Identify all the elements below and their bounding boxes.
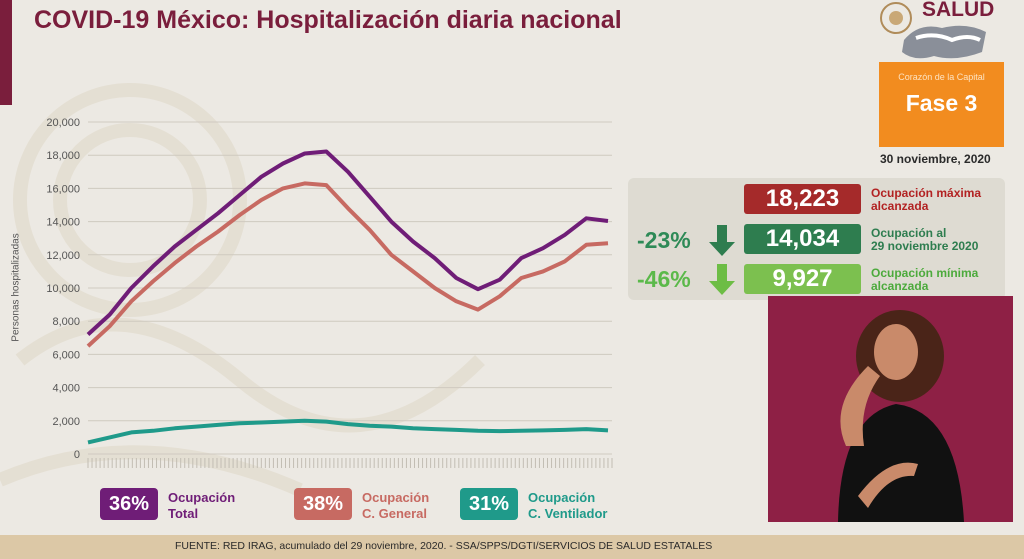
legend-label-1: Ocupación Total [168,490,236,521]
salud-logo-text: SALUD [922,0,995,21]
y-tick-label: 0 [74,449,80,461]
current-occupancy-label: Ocupación al 29 noviembre 2020 [871,226,979,253]
accent-bar [0,0,12,105]
y-tick-label: 4,000 [52,383,80,395]
y-tick-label: 16,000 [46,183,80,195]
legend-pct-3: 31% [460,488,518,520]
page-title: COVID-19 México: Hospitalización diaria … [34,6,622,34]
min-occupancy-value: 9,927 [744,264,861,294]
sign-language-interpreter-video [768,296,1013,522]
legend-label-3: Ocupación C. Ventilador [528,490,608,521]
series-line-3 [87,418,609,445]
y-tick-label: 8,000 [52,316,80,328]
footer-bar [0,535,1024,559]
city-tagline: Corazón de la Capital [898,72,985,82]
hospitalization-chart: 0 2,000 4,000 6,000 8,000 10,000 12,000 14,000 1… [46,117,613,468]
fase-badge: Corazón de la Capital Fase 3 [879,62,1004,147]
y-tick-label: 6,000 [52,349,80,361]
y-tick-label: 2,000 [52,416,80,428]
report-date: 30 noviembre, 2020 [880,152,991,166]
cdmx-logo-icon [902,25,986,59]
min-occupancy-label: Ocupación mínima alcanzada [871,266,979,293]
max-occupancy-value: 18,223 [744,184,861,214]
legend-label-2: Ocupación C. General [362,490,430,521]
fase-label: Fase 3 [905,90,978,116]
y-tick-label: 10,000 [46,283,80,295]
interpreter-figure-icon [768,296,1013,522]
series-line-1 [86,149,609,336]
series-line-2 [86,181,609,348]
y-tick-label: 20,000 [46,117,80,129]
government-logo [876,0,1016,60]
y-tick-label: 12,000 [46,250,80,262]
current-occupancy-value: 14,034 [744,224,861,254]
max-occupancy-label: Ocupación máxima alcanzada [871,186,982,213]
legend-pct-1: 36% [100,488,158,520]
min-change: -46% [637,266,691,292]
legend-pct-2: 38% [294,488,352,520]
y-axis-label: Personas hospitalizadas [10,233,22,342]
arrow-down-icon [709,225,735,256]
y-tick-label: 18,000 [46,150,80,162]
y-tick-label: 14,000 [46,217,80,229]
background-pattern [0,83,485,497]
eagle-seal-icon [880,2,912,34]
arrow-down-icon [709,264,735,295]
source-footnote: FUENTE: RED IRAG, acumulado del 29 novie… [175,540,713,552]
current-change: -23% [637,227,691,253]
